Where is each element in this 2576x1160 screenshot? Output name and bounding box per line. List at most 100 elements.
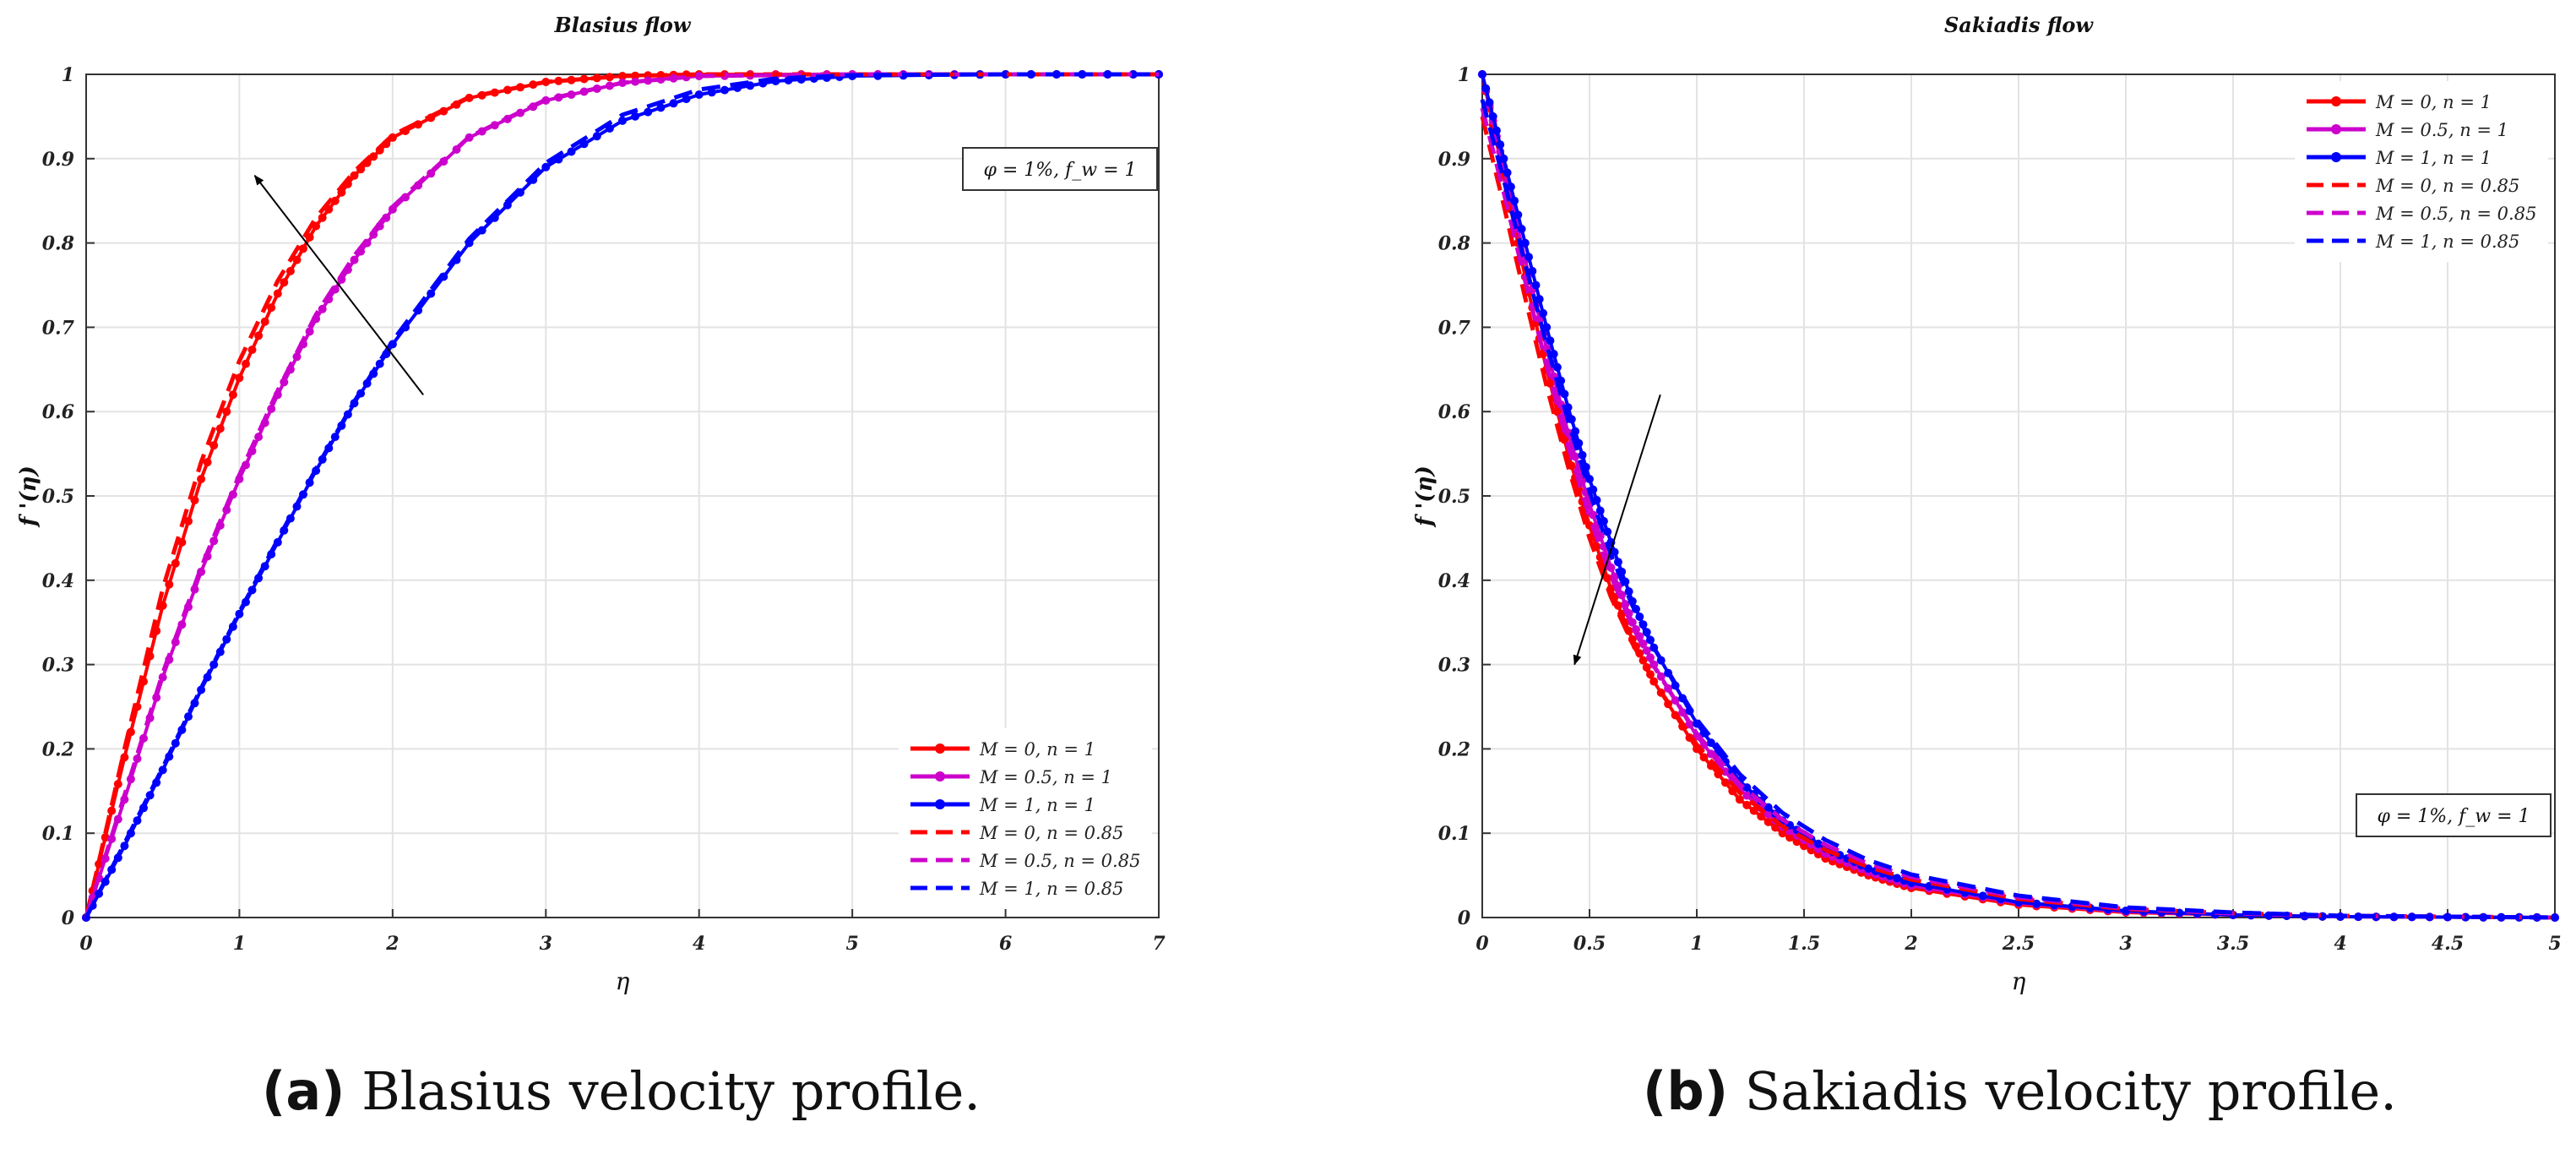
series-point	[171, 738, 180, 748]
series-point	[1552, 407, 1562, 417]
series-point	[203, 458, 212, 467]
x-tick-label: 0.5	[1573, 933, 1606, 955]
series-point	[554, 76, 563, 85]
y-tick-label: 0.4	[1438, 570, 1470, 592]
caption-a: (a) Blasius velocity profile.	[262, 1060, 981, 1122]
series-point	[133, 754, 142, 763]
y-tick-label: 1	[62, 64, 74, 86]
series-point	[1864, 864, 1873, 874]
y-tick-label: 0.9	[1438, 149, 1470, 171]
series-point	[209, 660, 219, 669]
series-point	[1535, 295, 1544, 304]
x-tick-label: 4.5	[2432, 933, 2464, 955]
series-point	[330, 196, 340, 205]
caption-b: (b) Sakiadis velocity profile.	[1643, 1060, 2397, 1122]
series-point	[107, 834, 117, 843]
series-point	[113, 780, 122, 788]
series-line	[1480, 99, 2556, 920]
series-point	[1656, 672, 1666, 681]
x-tick-label: 3	[540, 933, 552, 955]
series-point	[1546, 336, 1555, 346]
series-point	[2032, 899, 2041, 908]
x-axis-label: η	[616, 967, 630, 995]
series-point	[592, 132, 601, 141]
series-point	[1560, 389, 1569, 399]
y-axis-label: f '(η)	[1412, 466, 1437, 528]
y-tick-label: 0.4	[42, 570, 74, 592]
trend-arrow	[253, 174, 424, 395]
series-point	[1685, 720, 1694, 729]
legend-label: M = 1, n = 0.85	[2375, 231, 2519, 252]
legend-marker	[935, 799, 945, 809]
x-tick-label: 6	[999, 933, 1012, 955]
series-point	[292, 255, 302, 264]
x-tick-label: 2	[1904, 933, 1917, 955]
annotation-text: φ = 1%, f_w = 1	[2377, 806, 2530, 827]
series-point	[318, 304, 327, 313]
series-point	[477, 226, 486, 235]
series-point	[631, 77, 640, 86]
series-point	[292, 352, 302, 362]
series-point	[644, 107, 653, 117]
chart-a: 0 1 2 3 4 5 6 7 0 0.1 0.2 0.3 0.4 0.5 0.6 0.7 0.8 0.9 1 Bla…	[16, 13, 1166, 995]
series-point	[267, 303, 276, 313]
annotation-box	[962, 147, 1158, 191]
series-point	[235, 609, 244, 618]
x-tick-label: 3.5	[2217, 933, 2249, 955]
series-point	[247, 585, 257, 595]
series-point	[579, 74, 589, 84]
series-point	[1635, 613, 1644, 621]
series-point	[171, 558, 180, 568]
series-point	[350, 255, 359, 264]
series-point	[1706, 738, 1715, 748]
series-line	[84, 72, 1159, 918]
series-point	[273, 289, 282, 298]
legend-label: M = 1, n = 1	[2375, 148, 2492, 168]
series-point	[209, 536, 219, 546]
series-point	[190, 496, 199, 504]
legend-label: M = 0.5, n = 0.85	[2375, 204, 2536, 224]
series-point	[1510, 196, 1519, 205]
legend-label: M = 0, n = 1	[979, 739, 1095, 760]
series-point	[694, 90, 704, 99]
y-tick-label: 0	[1458, 907, 1471, 929]
series-point	[305, 327, 314, 336]
legend-label: M = 0, n = 0.85	[979, 823, 1123, 843]
series-line	[84, 72, 1159, 918]
series-point	[1506, 182, 1515, 192]
x-tick-label: 3	[2119, 933, 2132, 955]
x-tick-label: 2.5	[2002, 933, 2035, 955]
series-point	[158, 673, 167, 682]
series-point	[1749, 806, 1758, 815]
series-point	[1517, 225, 1526, 233]
series-point	[1632, 625, 1640, 634]
series-point	[1552, 362, 1562, 372]
series-point	[1699, 753, 1709, 762]
series-point	[1720, 778, 1730, 787]
y-tick-label: 0.6	[42, 401, 74, 423]
series-point	[720, 85, 729, 95]
x-tick-label: 0	[79, 933, 93, 955]
series-point	[1578, 450, 1587, 460]
series-point	[707, 88, 716, 97]
series-point	[1642, 646, 1651, 655]
series-point	[1778, 829, 1787, 838]
series-point	[1485, 98, 1494, 107]
y-tick-label: 0.7	[42, 317, 75, 339]
series-point	[369, 152, 378, 161]
series-point	[1742, 791, 1752, 800]
legend: M = 0, n = 1 M = 0.5, n = 1 M = 1, n = 1 M …	[899, 728, 1152, 909]
series-point	[165, 580, 174, 589]
series-point	[1720, 767, 1730, 776]
series-point	[1800, 841, 1808, 851]
series-point	[197, 475, 206, 483]
series-point	[1792, 837, 1802, 847]
legend-label: M = 0, n = 0.85	[2375, 176, 2519, 196]
series-point	[133, 816, 142, 825]
series-point	[1671, 696, 1680, 705]
series-point	[1613, 558, 1622, 567]
series-point	[1488, 112, 1497, 121]
y-tick-label: 0.3	[42, 655, 74, 677]
caption-b-text: Sakiadis velocity profile.	[1744, 1060, 2397, 1122]
series-point	[330, 433, 340, 442]
